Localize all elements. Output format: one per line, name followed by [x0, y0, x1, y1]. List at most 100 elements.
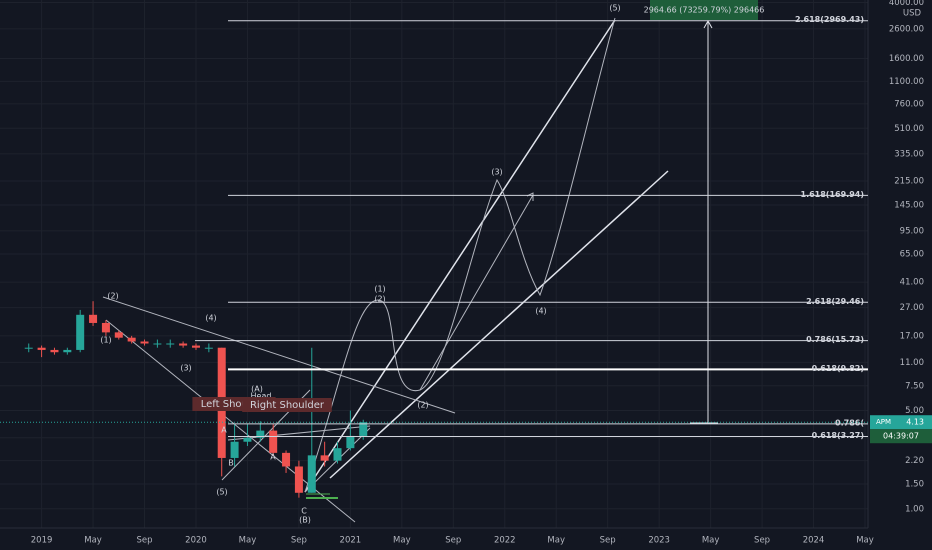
- candle-body: [243, 437, 252, 442]
- candle-body: [140, 341, 149, 344]
- label-box: [242, 398, 332, 412]
- wave-label: (1): [374, 285, 385, 294]
- y-tick-label: 11.00: [900, 358, 924, 368]
- y-tick-label: 1.00: [905, 504, 924, 514]
- x-tick-label: May: [84, 536, 102, 546]
- candle-body: [63, 349, 72, 353]
- fib-label: 0.786(15.73): [806, 335, 864, 344]
- y-tick-label: 17.00: [900, 331, 924, 341]
- wave-label: Head: [251, 392, 272, 401]
- wave-label: Left Shoulder: [201, 399, 268, 410]
- wave-label: Right Shoulder: [250, 400, 325, 411]
- fib-label: 1.618(169.94): [801, 190, 865, 199]
- y-tick-label: 1100.00: [889, 77, 924, 87]
- y-tick-label: 4000.00: [889, 0, 924, 8]
- y-tick-label: 1600.00: [889, 54, 924, 64]
- countdown: 04:39:07: [883, 432, 919, 441]
- x-tick-label: Sep: [137, 536, 153, 546]
- wave-path: [304, 17, 616, 493]
- y-tick-label: 5.00: [905, 406, 924, 416]
- x-tick-label: May: [393, 536, 411, 546]
- fib-label: 2.618(2969.43): [795, 15, 864, 24]
- candle-body: [204, 347, 213, 349]
- wave-label: (3): [491, 168, 502, 177]
- fib-label: 0.618(9.82): [812, 364, 864, 373]
- y-tick-label: 41.00: [900, 278, 924, 288]
- y-tick-label: 510.00: [894, 124, 924, 134]
- x-tick-label: May: [547, 536, 565, 546]
- measure-badge: [650, 0, 758, 20]
- candle-body: [166, 343, 175, 345]
- x-tick-label: 2023: [648, 536, 670, 546]
- candle-body: [127, 337, 136, 342]
- candle-body: [320, 455, 329, 461]
- x-tick-label: 2019: [31, 536, 53, 546]
- x-tick-label: 2024: [803, 536, 825, 546]
- fib-levels: 2.618(2969.43) 1.618(169.94) 2.618(29.46) 0…: [195, 15, 868, 440]
- y-tick-label: 95.00: [900, 226, 924, 236]
- x-tick-label: May: [239, 536, 257, 546]
- candle-body: [333, 448, 342, 461]
- fib-label: 2.618(29.46): [806, 297, 864, 306]
- candle-body: [191, 345, 200, 348]
- candle-body: [37, 347, 46, 350]
- y-tick-label: 215.00: [894, 176, 924, 186]
- candle-body: [307, 455, 316, 493]
- wave-label: (2): [417, 401, 428, 410]
- wave-label: (3): [180, 364, 191, 373]
- candle-body: [359, 422, 368, 436]
- channel-line: [329, 170, 669, 479]
- candle-body: [89, 314, 98, 323]
- price-value: 4.13: [906, 418, 924, 427]
- x-tick-label: Sep: [600, 536, 616, 546]
- candle-body: [294, 466, 303, 493]
- x-tick-label: 2020: [185, 536, 207, 546]
- x-tick-label: 2021: [340, 536, 362, 546]
- candle-body: [256, 430, 265, 438]
- fib-label: 0.786(: [835, 418, 864, 427]
- grid: [0, 0, 868, 528]
- wave-label: C: [301, 507, 307, 516]
- candle-body: [24, 347, 33, 349]
- y-tick-label: 7.50: [905, 381, 924, 391]
- wave-label: (2): [374, 295, 385, 304]
- candle-body: [114, 332, 123, 338]
- trend-line: [102, 296, 456, 414]
- price-symbol: APM: [876, 418, 891, 426]
- wave-label: (2): [107, 292, 118, 301]
- wave-label: (5): [609, 4, 620, 13]
- candle-body: [230, 441, 239, 458]
- y-tick-label: 145.00: [894, 201, 924, 211]
- y-tick-label: 335.00: [894, 149, 924, 159]
- price-badge: [870, 415, 932, 430]
- candle-body: [50, 349, 59, 353]
- candle-body: [101, 322, 110, 333]
- measure-text: 2964.66 (73259.79%) 296466: [644, 6, 765, 15]
- x-tick-label: Sep: [754, 536, 770, 546]
- candle-body: [346, 435, 355, 449]
- wave-label: A: [270, 453, 276, 462]
- y-tick-label: 2600.00: [889, 24, 924, 34]
- y-tick-label: 2.20: [905, 456, 924, 466]
- candle-body: [282, 452, 291, 467]
- wave-label: (4): [205, 314, 216, 323]
- wave-label: (A): [251, 385, 263, 394]
- neckline: [227, 425, 371, 441]
- annotations: (5)(3)(1)(2)(4)(2)(2)(1)(4)(3)(A)HeadLef…: [100, 4, 620, 525]
- x-tick-label: Sep: [291, 536, 307, 546]
- countdown-badge: [870, 429, 932, 444]
- x-tick-label: 2022: [494, 536, 516, 546]
- y-tick-label: 1.50: [905, 480, 924, 490]
- x-tick-label: May: [856, 536, 874, 546]
- wave-label: A: [221, 426, 227, 435]
- candle-body: [269, 430, 278, 453]
- wave-label: (5): [216, 488, 227, 497]
- wave-label: (B): [299, 516, 311, 525]
- wave-label: (4): [535, 307, 546, 316]
- y-tick-label: 760.00: [894, 99, 924, 109]
- y-tick-label: 27.00: [900, 303, 924, 313]
- x-tick-label: Sep: [445, 536, 461, 546]
